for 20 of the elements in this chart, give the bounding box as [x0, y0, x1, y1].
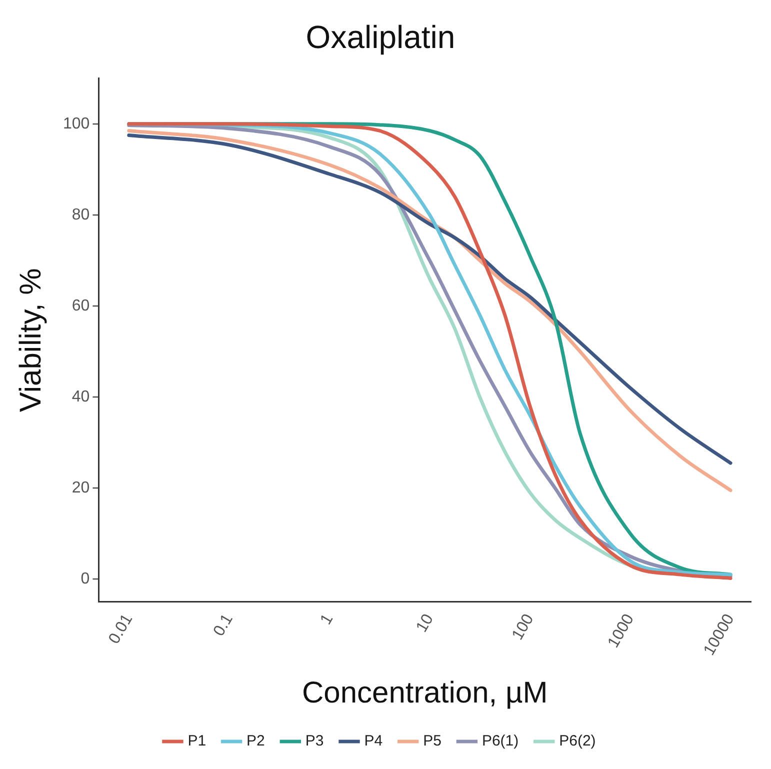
y-tick-label: 80	[72, 206, 90, 224]
legend-label: P6(1)	[482, 732, 519, 750]
legend-label: P6(2)	[559, 732, 596, 750]
legend-label: P4	[364, 732, 383, 750]
y-tick-label: 0	[80, 570, 90, 588]
y-tick-label: 20	[72, 479, 90, 496]
x-tick-label: 0.1	[210, 611, 236, 640]
chart-title: Oxaliplatin	[306, 19, 456, 56]
legend-label: P2	[246, 732, 265, 750]
legend-label: P1	[188, 732, 206, 750]
legend-label: P3	[305, 732, 324, 750]
x-axis-title: Concentration, µM	[302, 676, 548, 710]
y-tick-label: 40	[72, 388, 90, 406]
y-axis-title: Viability, %	[14, 268, 48, 412]
x-tick-label: 100	[509, 611, 538, 643]
x-tick-label: 1	[318, 611, 337, 628]
y-tick-label: 100	[62, 115, 90, 132]
legend-label: P5	[423, 732, 442, 750]
x-tick-label: 10	[413, 611, 438, 636]
y-tick-label: 60	[72, 297, 90, 314]
